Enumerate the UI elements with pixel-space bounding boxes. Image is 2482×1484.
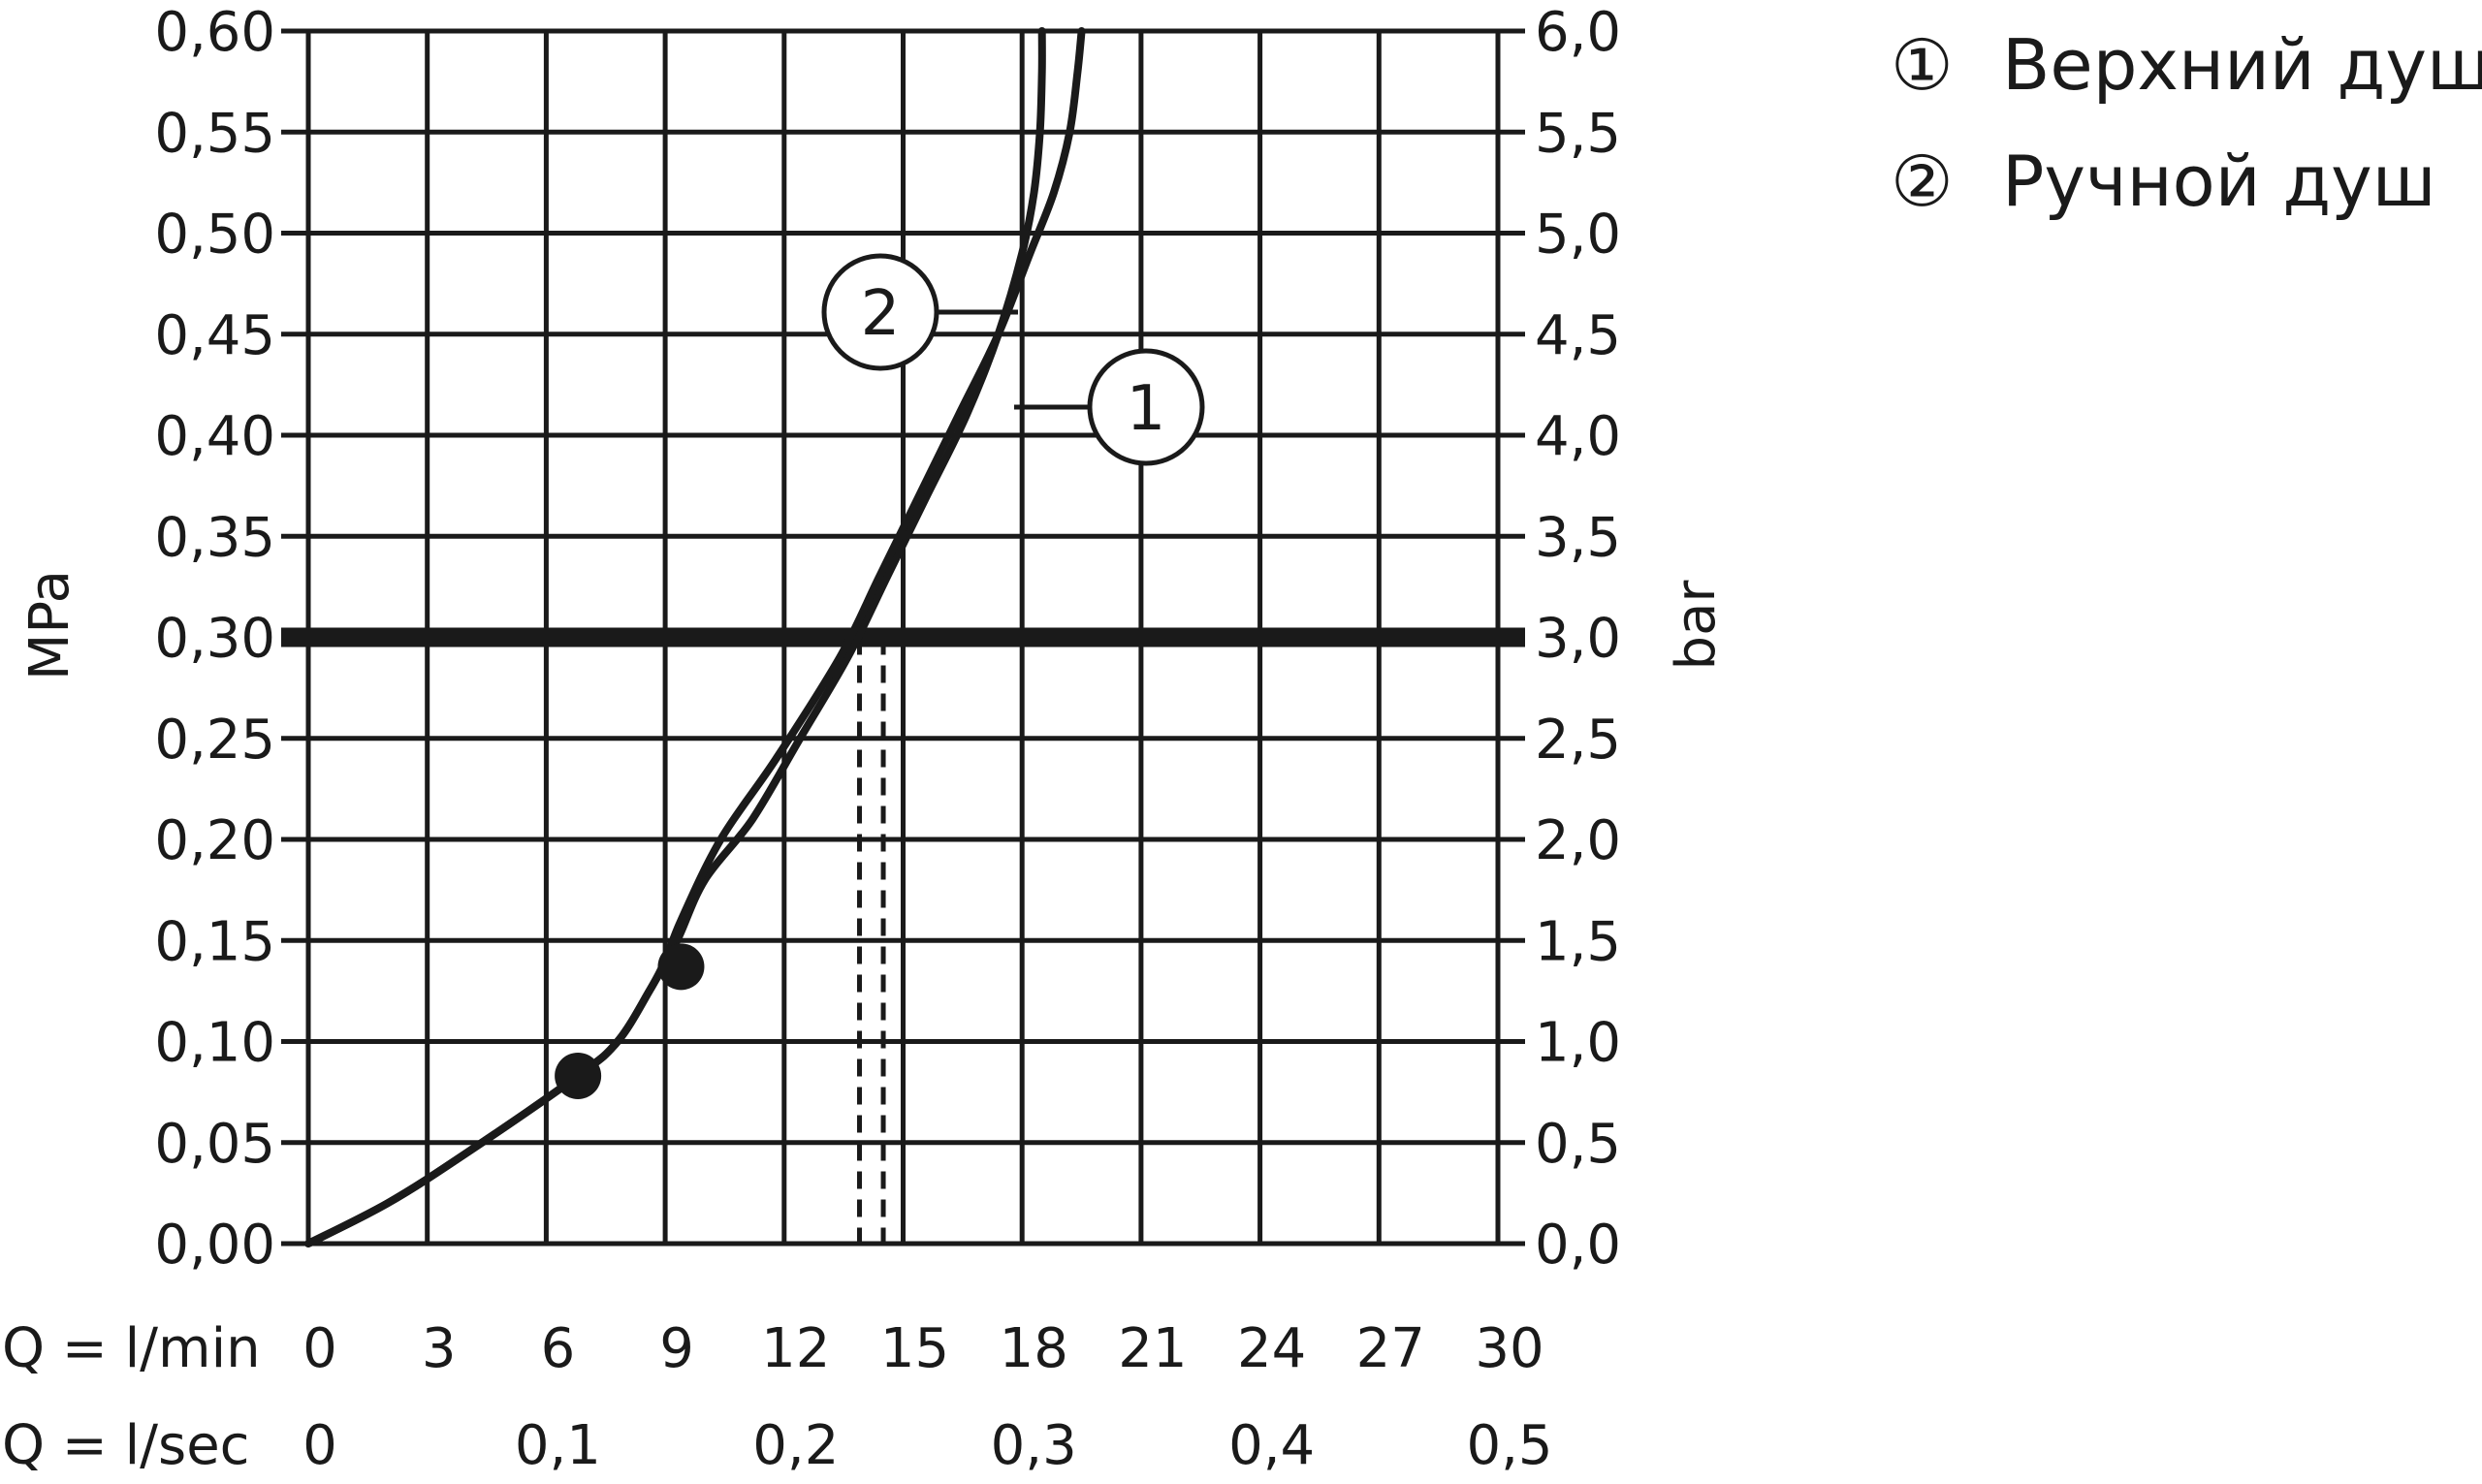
x-tick-lmin-label: 0 bbox=[302, 1317, 337, 1380]
right-tick-label: 2,5 bbox=[1535, 709, 1621, 772]
right-tick-label: 4,5 bbox=[1535, 304, 1621, 367]
x-tick-lmin-label: 12 bbox=[761, 1317, 830, 1380]
x-tick-lmin-label: 21 bbox=[1118, 1317, 1187, 1380]
right-tick-label: 2,0 bbox=[1535, 809, 1621, 872]
x-tick-lsec-label: 0 bbox=[302, 1414, 337, 1477]
left-tick-label: 0,55 bbox=[154, 102, 275, 165]
x-axis-ticks: 0 3 6 9 12 15 18 21 24 27 30 0 0,1 0,2 0,3 0,4 0,5 bbox=[302, 1317, 1552, 1477]
marker-point-1 bbox=[555, 1052, 602, 1099]
left-tick-label: 0,10 bbox=[154, 1012, 275, 1075]
left-tick-label: 0,30 bbox=[154, 608, 275, 671]
x-tick-lsec-label: 0,5 bbox=[1466, 1414, 1552, 1477]
x-tick-lmin-label: 30 bbox=[1475, 1317, 1543, 1380]
x-tick-lsec-label: 0,3 bbox=[991, 1414, 1077, 1477]
right-axis-title: bar bbox=[1665, 580, 1728, 671]
left-tick-label: 0,50 bbox=[154, 204, 275, 267]
series-callouts: 12 bbox=[821, 253, 1205, 466]
x-axis-lsec-title: Q = l/sec bbox=[2, 1414, 249, 1477]
left-tick-label: 0,00 bbox=[154, 1214, 275, 1277]
left-tick-label: 0,35 bbox=[154, 506, 275, 569]
left-tick-label: 0,15 bbox=[154, 910, 275, 973]
left-tick-label: 0,05 bbox=[154, 1113, 275, 1176]
callout-label-1: 1 bbox=[1127, 373, 1166, 445]
legend-item-2-symbol: ② bbox=[1891, 141, 1954, 222]
left-tick-label: 0,25 bbox=[154, 709, 275, 772]
right-axis-ticks: 0,0 0,5 1,0 1,5 2,0 2,5 3,0 3,5 4,0 4,5 5,0 5,5 6,0 bbox=[1535, 1, 1621, 1277]
x-tick-lsec-label: 0,4 bbox=[1228, 1414, 1315, 1477]
left-tick-label: 0,20 bbox=[154, 809, 275, 872]
x-axis-lmin-title: Q = l/min bbox=[2, 1317, 261, 1380]
right-tick-label: 3,5 bbox=[1535, 506, 1621, 569]
x-tick-lmin-label: 3 bbox=[422, 1317, 457, 1380]
left-axis-title: MPa bbox=[18, 570, 81, 680]
right-tick-label: 0,5 bbox=[1535, 1113, 1621, 1176]
x-tick-lmin-label: 27 bbox=[1356, 1317, 1425, 1380]
x-tick-lsec-label: 0,1 bbox=[515, 1414, 601, 1477]
right-tick-label: 1,5 bbox=[1535, 910, 1621, 973]
left-tick-label: 0,40 bbox=[154, 405, 275, 468]
legend-item-1-label: Верхний душ bbox=[2002, 24, 2482, 106]
x-tick-lsec-label: 0,2 bbox=[752, 1414, 839, 1477]
right-tick-label: 1,0 bbox=[1535, 1012, 1621, 1075]
right-tick-label: 4,0 bbox=[1535, 405, 1621, 468]
left-tick-label: 0,60 bbox=[154, 1, 275, 64]
left-tick-label: 0,45 bbox=[154, 304, 275, 367]
right-tick-label: 0,0 bbox=[1535, 1214, 1621, 1277]
legend-item-1-symbol: ① bbox=[1891, 24, 1954, 106]
legend: ① Верхний душ ② Ручной душ bbox=[1891, 24, 2482, 222]
right-tick-label: 5,5 bbox=[1535, 102, 1621, 165]
x-tick-lmin-label: 15 bbox=[880, 1317, 949, 1380]
right-tick-label: 3,0 bbox=[1535, 608, 1621, 671]
right-tick-label: 6,0 bbox=[1535, 1, 1621, 64]
marker-points bbox=[555, 943, 705, 1099]
x-tick-lmin-label: 24 bbox=[1237, 1317, 1306, 1380]
legend-item-2-label: Ручной душ bbox=[2002, 141, 2436, 222]
x-tick-lmin-label: 18 bbox=[1000, 1317, 1068, 1380]
flow-guides bbox=[857, 637, 886, 1244]
callout-circle-2 bbox=[821, 253, 939, 371]
x-tick-lmin-label: 9 bbox=[659, 1317, 694, 1380]
x-tick-lmin-label: 6 bbox=[541, 1317, 576, 1380]
left-axis-ticks: 0,00 0,05 0,10 0,15 0,20 0,25 0,30 0,35 0,40 0,45… bbox=[154, 1, 275, 1277]
callout-circle-1 bbox=[1087, 348, 1205, 466]
callout-label-2: 2 bbox=[861, 278, 901, 350]
right-tick-label: 5,0 bbox=[1535, 204, 1621, 267]
marker-point-2 bbox=[657, 943, 705, 991]
